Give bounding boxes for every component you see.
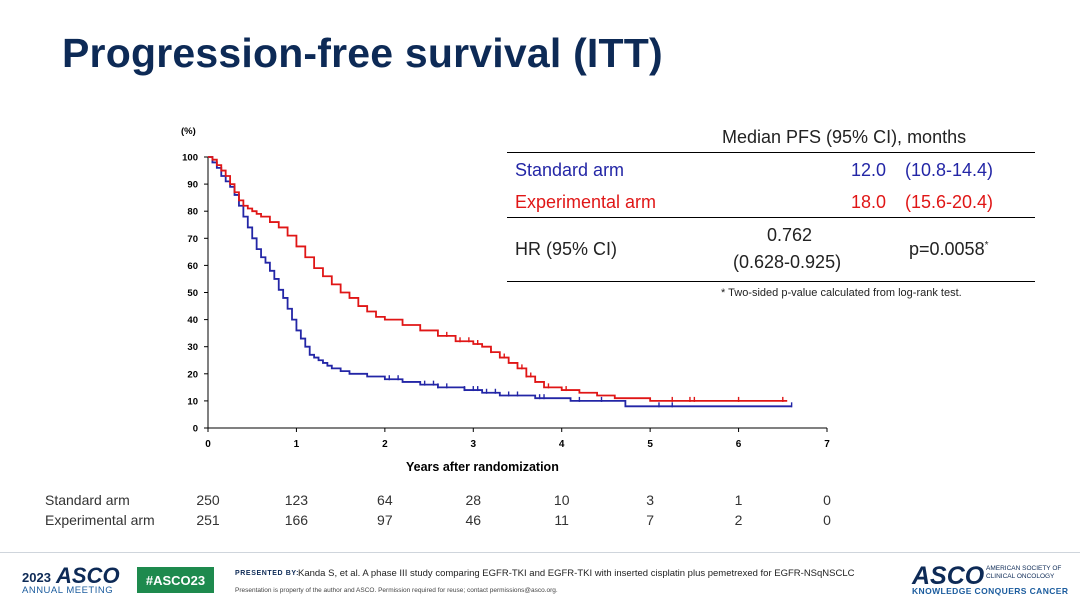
at-risk-standard-label: Standard arm [45,492,130,508]
p-value-text: p=0.0058 [909,239,985,259]
citation-text: Kanda S, et al. A phase III study compar… [298,568,855,579]
footer-divider [0,552,1080,553]
standard-arm-label: Standard arm [515,160,625,180]
at-risk-experimental-label: Experimental arm [45,512,155,528]
at-risk-value: 28 [465,492,482,508]
standard-arm-curve [208,156,792,408]
p-value: p=0.0058* [909,239,988,260]
y-tick-label: 40 [187,315,198,326]
at-risk-value: 46 [465,512,482,528]
at-risk-value: 1 [734,492,743,508]
y-axis-unit: (%) [181,126,196,137]
annual-meeting-text: ANNUAL MEETING [22,585,114,596]
hr-label: HR (95% CI) [515,239,618,259]
at-risk-value: 7 [646,512,655,528]
y-tick-label: 70 [187,234,198,245]
x-tick-label: 3 [471,439,477,450]
standard-arm-median: 12.0 [851,160,887,180]
y-tick-label: 10 [187,396,198,407]
experimental-arm-label: Experimental arm [515,192,657,212]
table-top-rule [507,152,1035,153]
asco-logo: ASCO [912,562,985,590]
hr-ci: (0.628-0.925) [733,252,842,272]
table-footnote: * Two-sided p-value calculated from log-… [721,287,962,299]
at-risk-value: 97 [377,512,393,528]
x-tick-label: 1 [294,439,300,450]
presented-by-label: PRESENTED BY: [235,570,300,577]
y-tick-label: 20 [187,369,198,380]
x-tick-label: 6 [736,439,742,450]
y-tick-label: 50 [187,288,198,299]
meeting-year: 2023 [22,570,51,585]
x-tick-label: 2 [382,439,388,450]
x-tick-label: 5 [647,439,653,450]
experimental-arm-median: 18.0 [851,192,887,212]
y-tick-label: 30 [187,342,198,353]
hr-value: 0.762 [767,225,813,245]
x-axis-label: Years after randomization [406,460,559,474]
table-middle-rule [507,217,1035,218]
at-risk-value: 11 [554,512,569,528]
at-risk-value: 123 [284,492,309,508]
x-tick-label: 7 [824,439,830,450]
at-risk-value: 3 [646,492,655,508]
y-tick-label: 90 [187,180,198,191]
at-risk-value: 0 [823,492,831,508]
y-tick-label: 0 [193,424,198,435]
table-bottom-rule [507,281,1035,282]
at-risk-value: 166 [284,512,309,528]
tagline: KNOWLEDGE CONQUERS CANCER [912,586,1069,596]
standard-arm-ci: (10.8-14.4) [905,160,994,180]
experimental-arm-curve [208,156,788,402]
slide-title: Progression-free survival (ITT) [62,30,663,76]
society-name: AMERICAN SOCIETY OF CLINICAL ONCOLOGY [986,565,1062,580]
at-risk-value: 64 [377,492,393,508]
pfs-table-header: Median PFS (95% CI), months [722,127,967,147]
asco-meeting-logo: ASCO [56,563,120,588]
at-risk-value: 250 [196,492,220,508]
at-risk-value: 251 [196,512,220,528]
hashtag-badge: #ASCO23 [137,567,214,593]
x-tick-label: 0 [205,439,211,450]
at-risk-value: 10 [553,492,570,508]
y-tick-label: 80 [187,207,198,218]
p-value-marker: * [984,240,989,251]
at-risk-value: 0 [823,512,831,528]
y-tick-label: 60 [187,261,198,272]
at-risk-value: 2 [734,512,743,528]
y-tick-label: 100 [182,153,198,164]
x-tick-label: 4 [559,439,565,450]
property-notice: Presentation is property of the author a… [235,587,558,594]
experimental-arm-ci: (15.6-20.4) [905,192,994,212]
